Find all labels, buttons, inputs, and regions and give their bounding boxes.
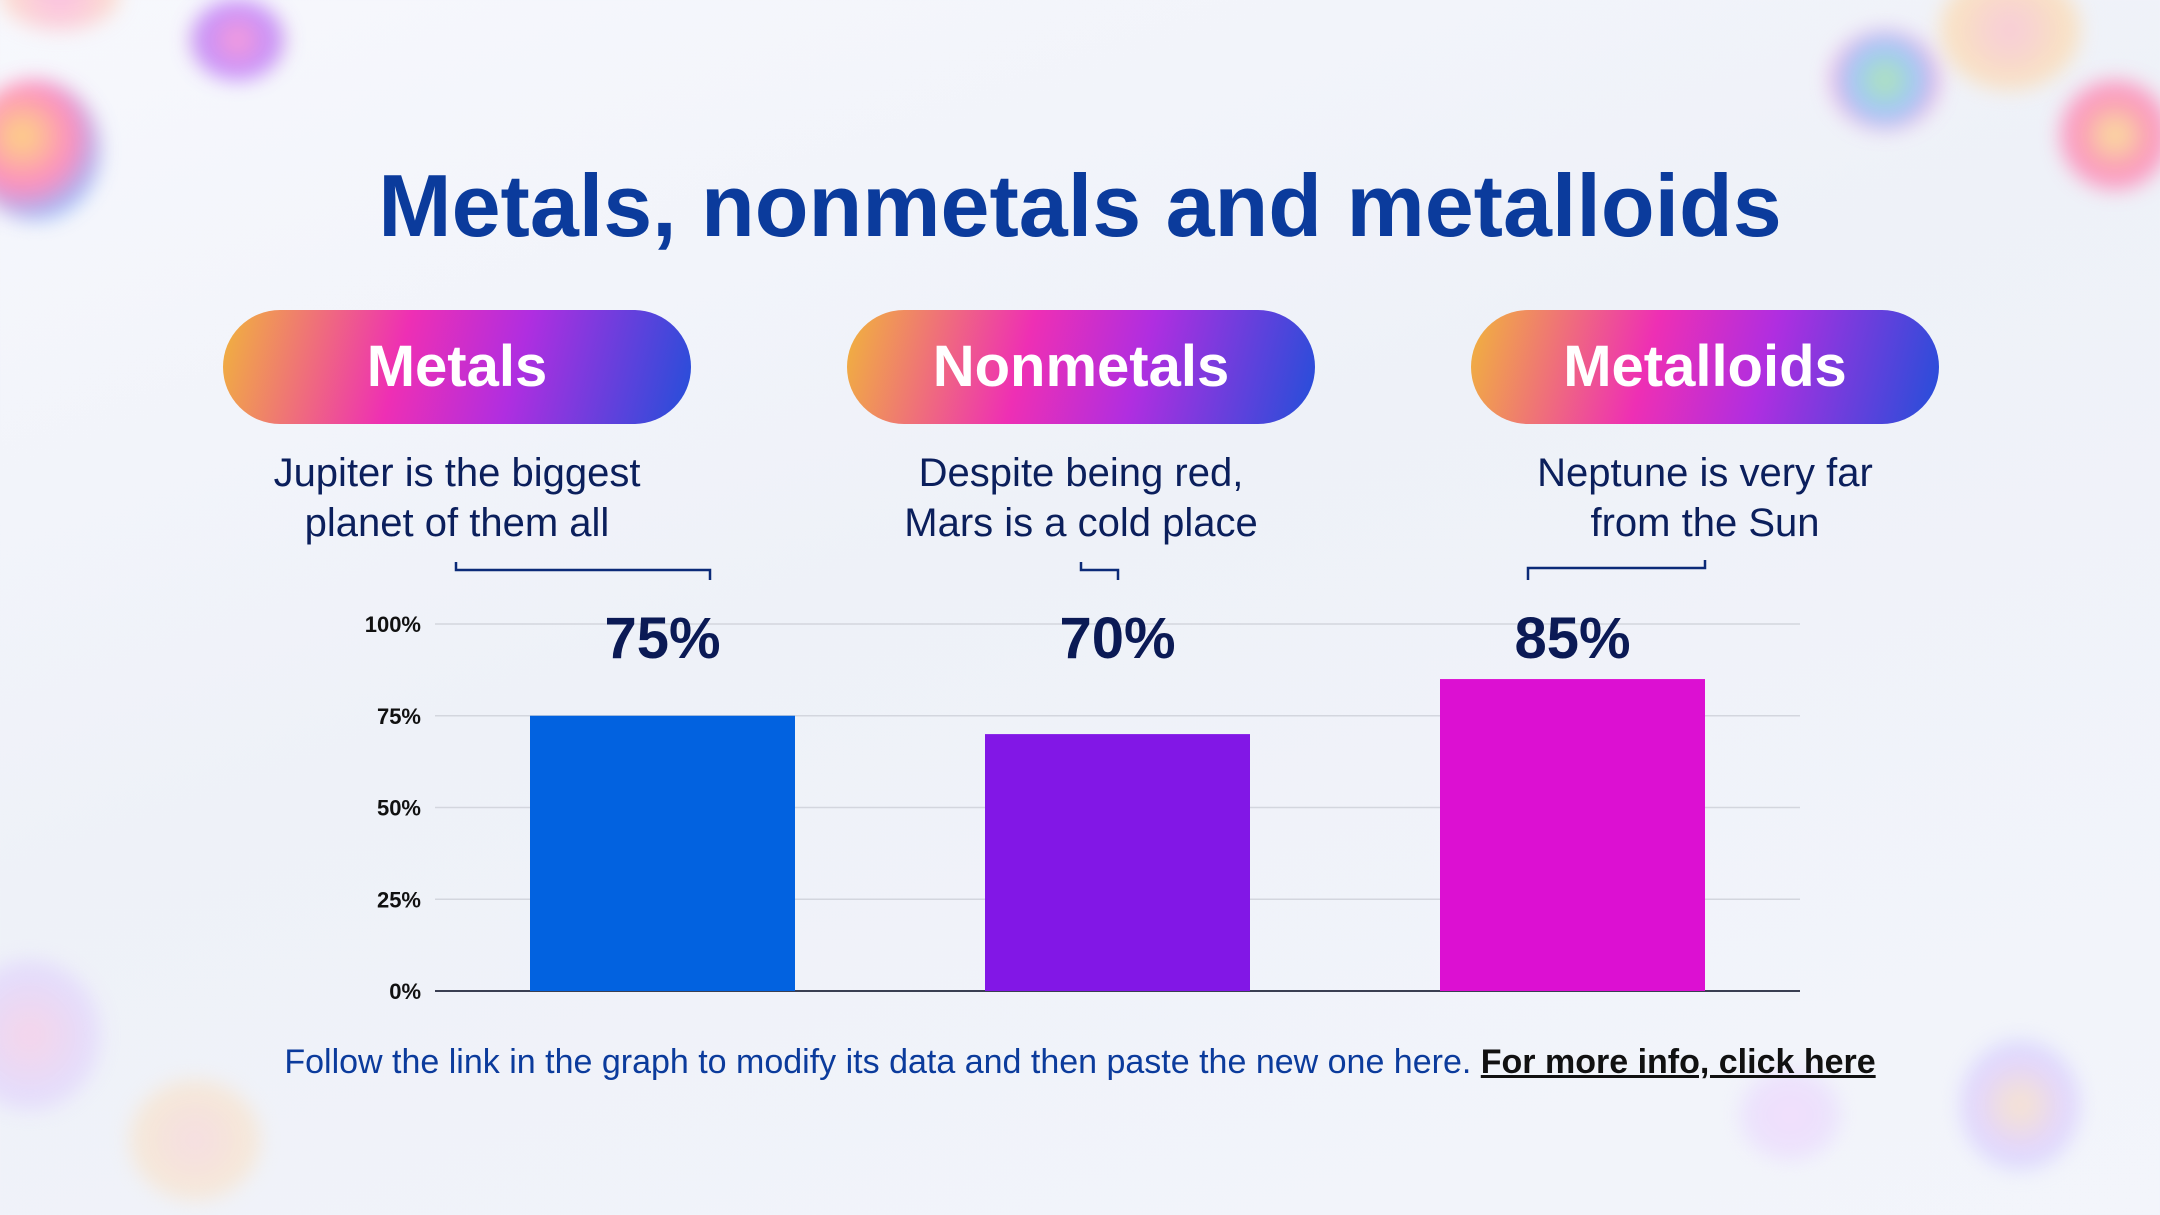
decorative-orb [1830,30,1940,130]
category-pill-metalloids: Metalloids [1471,310,1939,424]
bar-metalloids [1440,679,1705,991]
bar-metals [530,715,795,991]
description-line: Neptune is very far [1537,451,1873,495]
data-label-metals: 75% [604,606,720,671]
connector-nonmetals [1079,562,1120,580]
y-tick-label: 0% [389,979,421,1004]
footer-note: Follow the link in the graph to modify i… [0,1043,2160,1082]
category-pill-nonmetals: Nonmetals [847,310,1315,424]
decorative-orb [0,80,100,220]
bar-nonmetals [985,734,1250,991]
decorative-orb [2060,80,2160,190]
decorative-orb [130,1080,260,1200]
data-label-nonmetals: 70% [1059,606,1175,671]
description-line: Jupiter is the biggest [273,451,641,495]
description-line: Despite being red, [918,451,1244,495]
y-tick-label: 25% [377,887,421,912]
description-line: Mars is a cold place [904,501,1258,545]
y-tick-label: 100% [365,612,421,637]
decorative-orb [1960,1040,2080,1170]
category-description-metals: Jupiter is the biggest planet of them al… [177,448,737,548]
decorative-orb [1740,1070,1840,1160]
description-line: from the Sun [1590,501,1820,545]
decorative-orb [190,0,285,80]
data-label-metalloids: 85% [1514,606,1630,671]
connector-metals [454,562,712,580]
connector-metalloids [1526,560,1707,580]
description-line: planet of them all [304,501,610,545]
category-description-metalloids: Neptune is very far from the Sun [1425,448,1985,548]
footer-text: Follow the link in the graph to modify i… [284,1043,1481,1081]
y-tick-label: 75% [377,704,421,729]
more-info-link[interactable]: For more info, click here [1480,1043,1876,1081]
category-description-nonmetals: Despite being red, Mars is a cold place [801,448,1361,548]
category-pill-metals: Metals [223,310,691,424]
y-tick-label: 50% [377,796,421,821]
slide-title: Metals, nonmetals and metalloids [378,156,1782,255]
